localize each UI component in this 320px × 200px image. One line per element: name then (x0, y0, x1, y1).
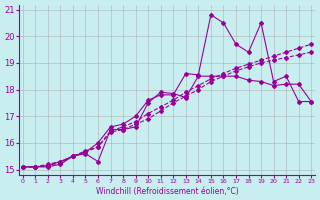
X-axis label: Windchill (Refroidissement éolien,°C): Windchill (Refroidissement éolien,°C) (96, 187, 238, 196)
